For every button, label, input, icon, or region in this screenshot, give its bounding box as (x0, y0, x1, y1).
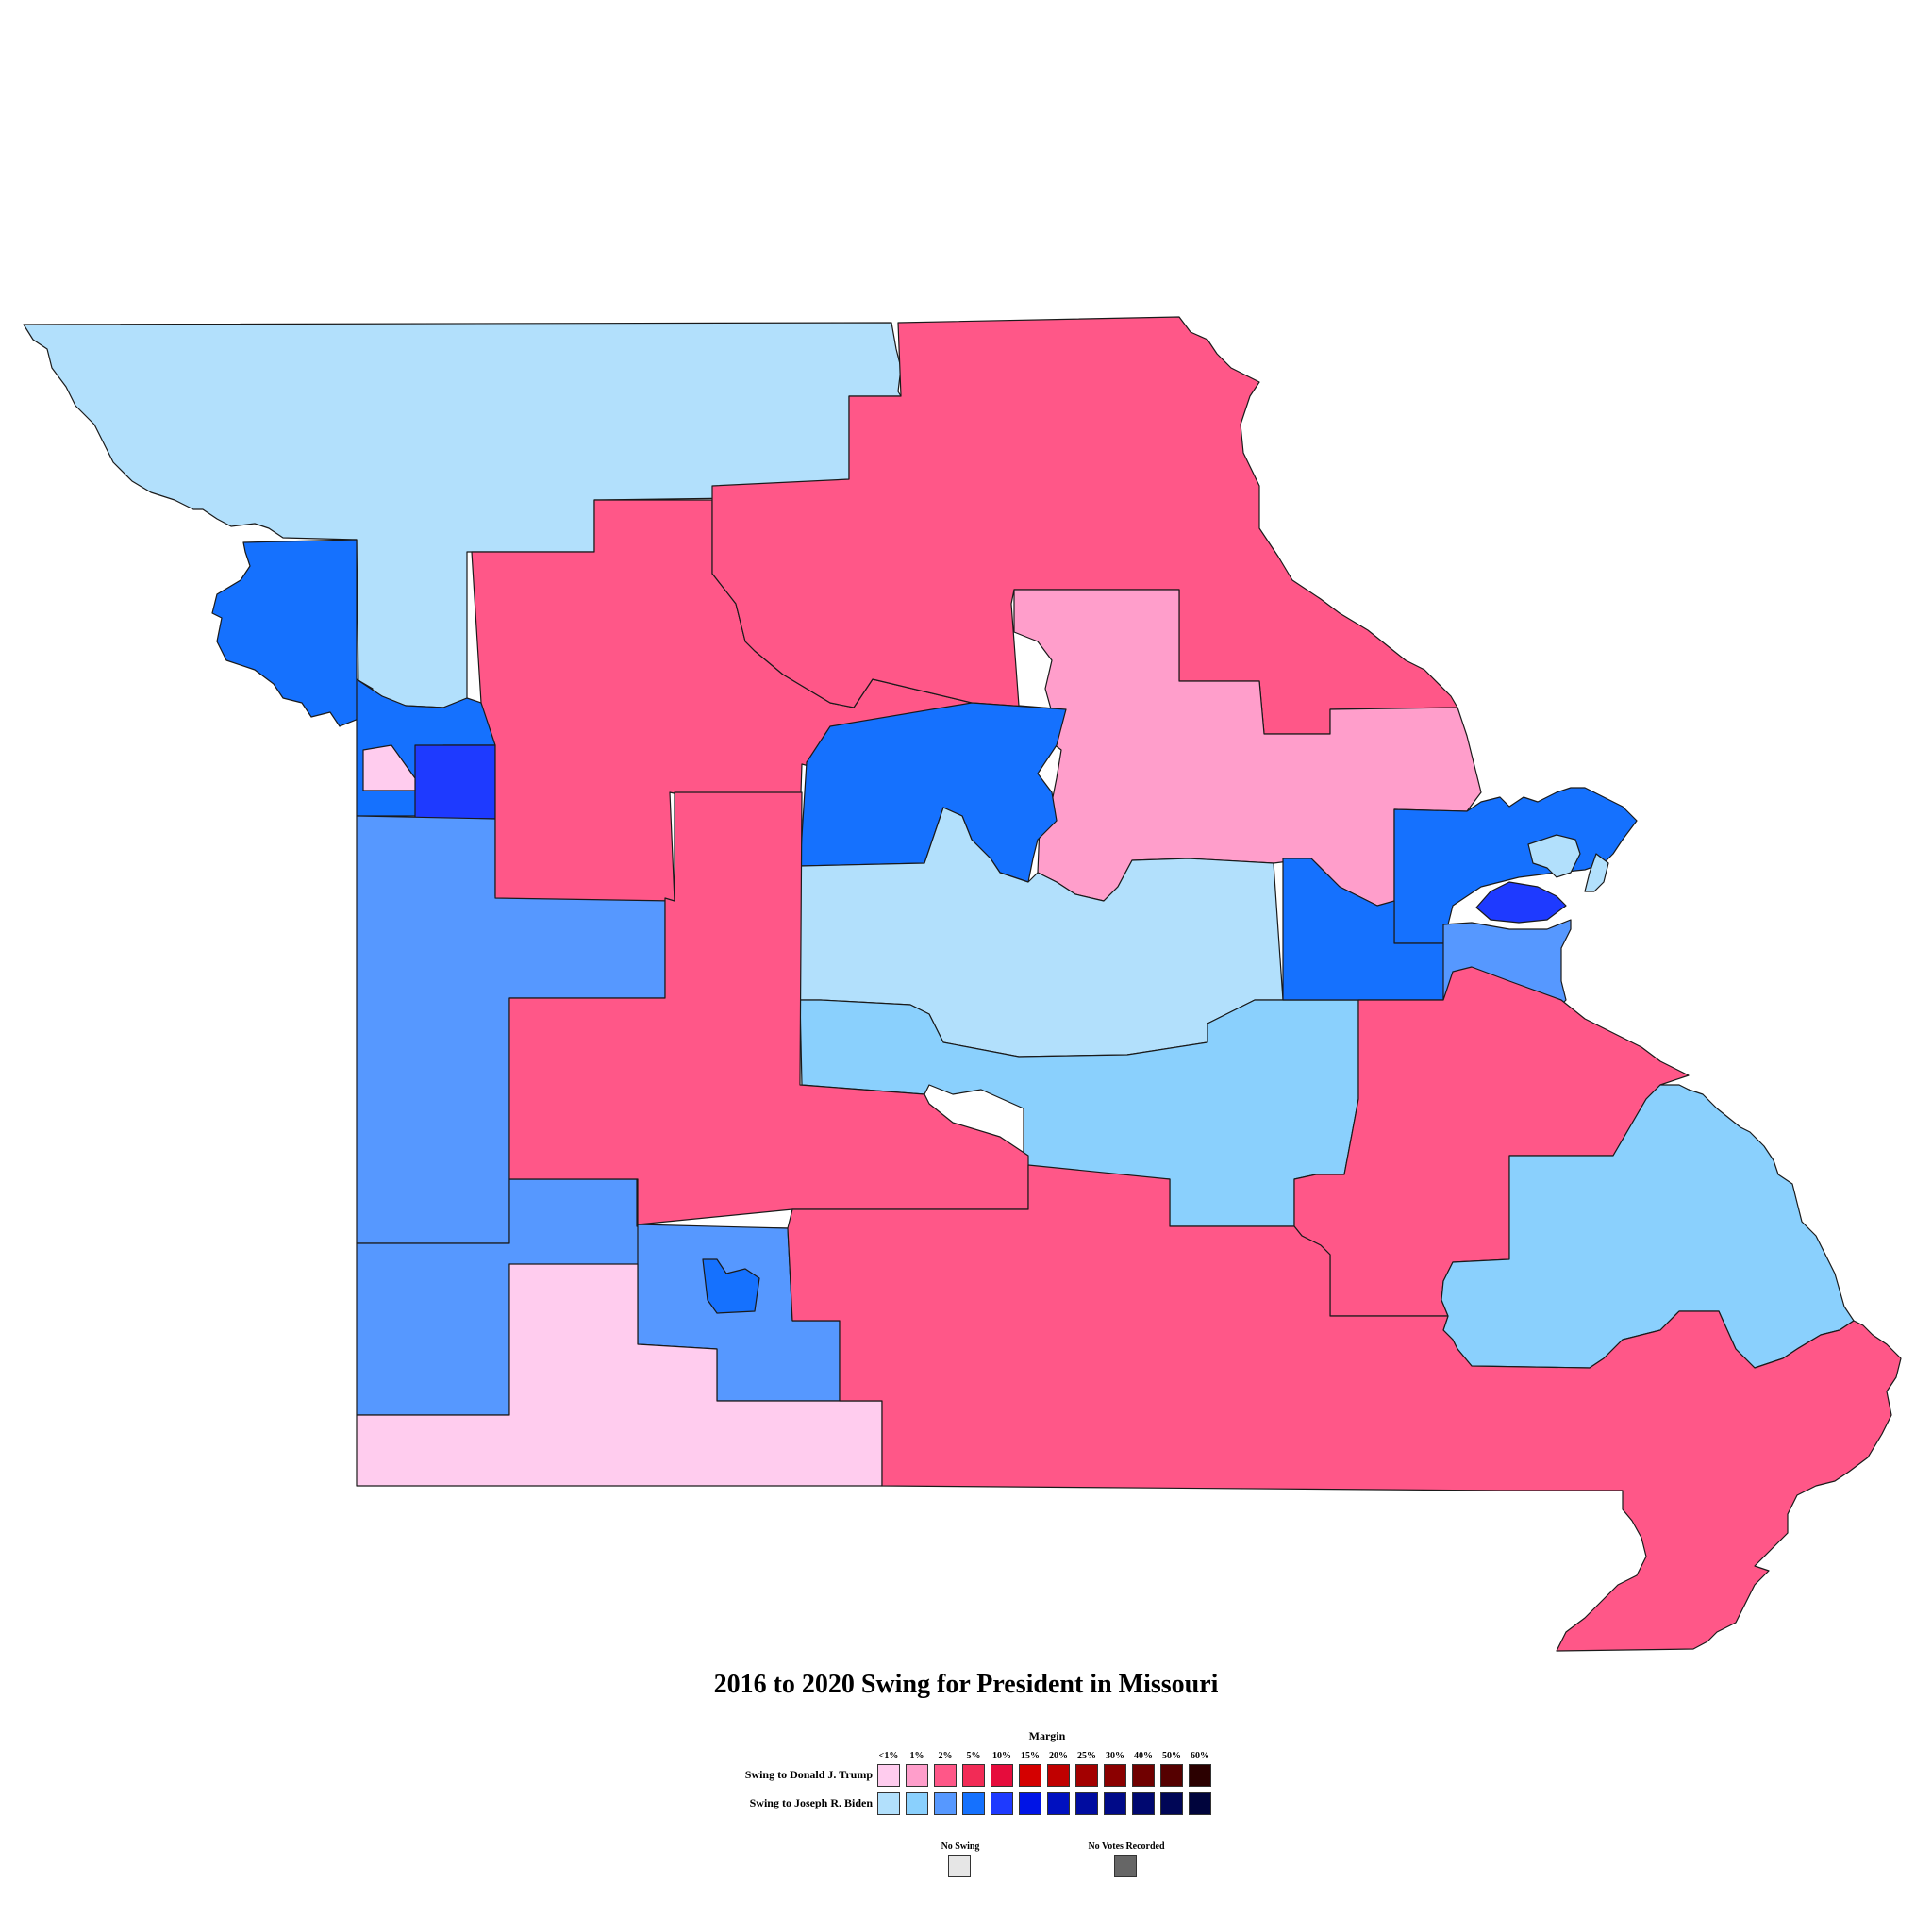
region-far-southwest (356, 1263, 883, 1487)
legend-trump-swatch (991, 1764, 1013, 1787)
legend-no-votes-swatch (1114, 1855, 1137, 1877)
legend-trump-swatch (1075, 1764, 1098, 1787)
legend-trump-label: Swing to Donald J. Trump (744, 1768, 873, 1781)
legend-tick: 20% (1049, 1751, 1068, 1761)
legend-tick: 1% (909, 1751, 924, 1761)
region-st-louis-county (1475, 881, 1567, 924)
legend-no-votes-label: No Votes Recorded (1088, 1841, 1165, 1852)
legend-tick: 30% (1106, 1751, 1124, 1761)
legend-tick: 2% (938, 1751, 953, 1761)
legend-tick: 60% (1191, 1751, 1209, 1761)
missouri-swing-map (23, 316, 1902, 1652)
legend-trump-swatch (906, 1764, 928, 1787)
legend-tick: 15% (1021, 1751, 1040, 1761)
region-springfield (702, 1258, 760, 1314)
legend-trump-swatch (1189, 1764, 1211, 1787)
legend-tick: 50% (1162, 1751, 1181, 1761)
legend-trump-swatch (1047, 1764, 1070, 1787)
legend-tick: 10% (992, 1751, 1011, 1761)
legend-trump-swatch (1019, 1764, 1041, 1787)
legend-tick: 25% (1077, 1751, 1096, 1761)
region-platte-clay (211, 539, 374, 727)
legend-trump-swatch (1132, 1764, 1155, 1787)
legend-biden-swatch (934, 1792, 957, 1815)
legend-trump-swatch (962, 1764, 985, 1787)
legend-biden-swatch (962, 1792, 985, 1815)
legend-biden-swatch (1189, 1792, 1211, 1815)
region-st-charles (1393, 787, 1638, 944)
region-kansas-city (362, 744, 416, 791)
legend-biden-swatch (1019, 1792, 1041, 1815)
legend-biden-swatch (1075, 1792, 1098, 1815)
legend-margin-label: Margin (1028, 1729, 1066, 1742)
legend-no-swing-label: No Swing (941, 1841, 980, 1852)
legend-biden-swatch (1132, 1792, 1155, 1815)
legend-biden-swatch (1160, 1792, 1183, 1815)
legend-biden-label: Swing to Joseph R. Biden (749, 1796, 873, 1809)
legend-trump-swatch (1104, 1764, 1126, 1787)
legend-trump-swatch (877, 1764, 900, 1787)
region-riverfront (1584, 853, 1609, 892)
region-st-louis-city (1527, 834, 1581, 878)
legend-biden-swatch (1047, 1792, 1070, 1815)
legend-biden-swatch (991, 1792, 1013, 1815)
region-south-central (787, 1164, 1902, 1652)
region-jackson (414, 744, 496, 820)
legend-biden-swatch (1104, 1792, 1126, 1815)
map-title: 2016 to 2020 Swing for President in Miss… (713, 1670, 1219, 1699)
legend-tick: <1% (878, 1751, 899, 1761)
legend-biden-swatch (877, 1792, 900, 1815)
legend-no-swing-swatch (948, 1855, 971, 1877)
legend-tick: 40% (1134, 1751, 1153, 1761)
legend-trump-swatch (934, 1764, 957, 1787)
legend-trump-swatch (1160, 1764, 1183, 1787)
legend-tick: 5% (966, 1751, 981, 1761)
legend-biden-swatch (906, 1792, 928, 1815)
region-northeast (711, 316, 1458, 735)
